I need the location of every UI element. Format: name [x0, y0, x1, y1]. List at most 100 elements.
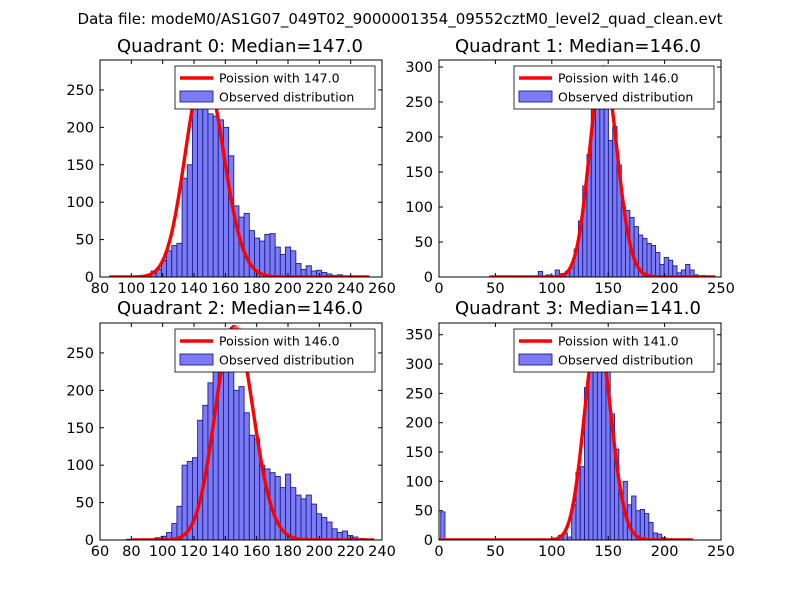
histogram-bar [212, 115, 219, 277]
x-tick-label: 50 [486, 281, 504, 297]
panel-title: Quadrant 3: Median=141.0 [455, 298, 701, 319]
legend: Poission with 146.0 Observed distribution [513, 65, 715, 110]
histogram-bar [656, 533, 663, 540]
histogram-bar [228, 371, 235, 540]
x-tick-label: 160 [243, 544, 271, 560]
x-tick-label: 200 [651, 281, 679, 297]
y-tick-label: 100 [405, 474, 433, 490]
histogram-bar [238, 386, 245, 540]
histogram-bar [295, 494, 302, 540]
histogram-bar [207, 113, 214, 277]
histogram-bars [126, 356, 366, 540]
y-tick-label: 200 [66, 120, 94, 136]
legend: Poission with 141.0 Observed distribution [513, 328, 715, 373]
x-tick-label: 200 [651, 544, 679, 560]
histogram-bar [321, 517, 328, 540]
plot-area: 80 100 120 140 160 180 200 220 240 26005010015020… [66, 59, 396, 297]
y-tick-label: 300 [405, 357, 433, 373]
panel-title: Quadrant 0: Median=147.0 [117, 36, 363, 57]
histogram-bar [186, 164, 193, 277]
y-tick-label: 250 [405, 95, 433, 111]
x-tick-label: 180 [243, 281, 271, 297]
poisson-line [131, 325, 375, 540]
x-tick-label: 140 [211, 544, 239, 560]
y-tick-label: 150 [66, 421, 94, 437]
histogram-bar [599, 94, 605, 277]
axes-frame [438, 322, 722, 541]
x-tick-label: 100 [538, 281, 566, 297]
x-tick-label: 240 [368, 544, 396, 560]
histogram-bar [274, 246, 281, 277]
panel-title: Quadrant 2: Median=146.0 [117, 298, 363, 319]
histogram-bar [305, 494, 312, 540]
axes-frame [99, 59, 383, 278]
y-tick-label: 0 [424, 270, 433, 286]
x-tick-label: 100 [538, 544, 566, 560]
x-tick-label: 220 [305, 281, 333, 297]
histogram-bar [592, 346, 598, 540]
legend-bar-swatch [179, 353, 214, 366]
panel-quadrant-2: Quadrant 2: Median=146.0 60 80 100 120 140 16… [66, 298, 396, 560]
plot-area: 0 50 100 150 200 250 0 50 100 150 200 250 300 Poissio… [405, 59, 735, 297]
histogram-bar [588, 369, 594, 540]
y-tick-label: 100 [66, 458, 94, 474]
histogram-bar [233, 389, 240, 540]
legend-bar-swatch [518, 353, 553, 366]
histogram-bar [181, 177, 188, 277]
histogram-bar [607, 140, 614, 277]
y-tick-label: 0 [85, 270, 94, 286]
histogram-bar [646, 242, 652, 277]
histogram-bar [191, 89, 199, 277]
y-tick-label: 100 [66, 195, 94, 211]
histogram-bar [300, 498, 307, 540]
histogram-bar [667, 259, 674, 277]
legend-label-observed: Observed distribution [219, 353, 354, 368]
histogram-bar [295, 263, 302, 277]
histogram-bar [269, 233, 276, 277]
histogram-bar [290, 487, 297, 540]
legend-label-observed: Observed distribution [558, 353, 693, 368]
histogram-bar [440, 511, 446, 540]
y-tick-label: 50 [415, 504, 433, 520]
histogram-bar [171, 245, 178, 277]
histogram-bar [181, 464, 188, 540]
x-tick-label: 150 [594, 544, 622, 560]
legend: Poission with 146.0 Observed distribution [174, 328, 376, 373]
histogram-bar [326, 521, 333, 540]
histogram-bar [243, 212, 250, 277]
histogram-bar [285, 473, 292, 540]
x-tick-label: 200 [274, 281, 302, 297]
histogram-bar [290, 250, 297, 277]
y-tick-label: 200 [66, 383, 94, 399]
legend-label-poisson: Poission with 146.0 [558, 71, 679, 86]
y-tick-label: 50 [76, 233, 94, 249]
y-tick-label: 250 [405, 386, 433, 402]
histogram-bar [650, 245, 657, 277]
x-tick-label: 100 [149, 544, 177, 560]
histogram-bars [489, 66, 706, 277]
histogram-bar [176, 242, 183, 277]
x-tick-label: 0 [434, 544, 443, 560]
x-tick-label: 140 [180, 281, 208, 297]
histogram-bar [197, 100, 204, 277]
histogram-bar [285, 246, 292, 277]
histogram-bar [310, 503, 317, 540]
histogram-bar [166, 250, 173, 277]
legend: Poission with 147.0 Observed distribution [174, 65, 376, 110]
x-tick-label: 50 [486, 544, 504, 560]
histogram-bar [222, 359, 230, 540]
x-tick-label: 240 [337, 281, 365, 297]
panel-quadrant-0: Quadrant 0: Median=147.0 80 100 120 140 160 1… [66, 36, 396, 297]
panel-quadrant-3: Quadrant 3: Median=141.0 0 50 100 150 200 250… [405, 298, 735, 560]
y-tick-label: 250 [66, 83, 94, 99]
axes-frame [438, 59, 722, 278]
legend-label-poisson: Poission with 146.0 [219, 334, 340, 349]
y-tick-label: 150 [405, 165, 433, 181]
y-tick-label: 200 [405, 130, 433, 146]
y-tick-label: 0 [85, 533, 94, 549]
x-tick-label: 150 [594, 281, 622, 297]
x-tick-label: 220 [337, 544, 365, 560]
x-tick-label: 260 [368, 281, 396, 297]
y-tick-label: 0 [424, 533, 433, 549]
histogram-bar [659, 263, 665, 277]
